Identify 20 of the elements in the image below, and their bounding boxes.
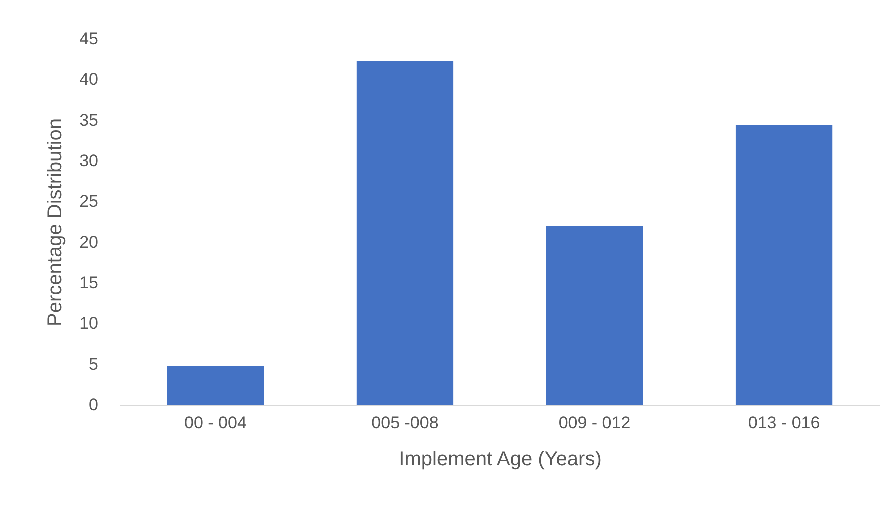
x-tick-label: 005 -008 [372,414,439,432]
bar [167,366,264,405]
y-tick-label: 15 [80,274,98,292]
y-tick-label: 25 [80,192,98,212]
y-tick-label: 10 [80,314,98,334]
y-tick-label: 45 [80,30,98,48]
x-tick-label: 009 - 012 [558,414,631,432]
bar [356,60,454,405]
x-tick-label: 00 - 004 [184,414,247,432]
y-tick-label: 20 [80,232,98,252]
y-axis-title: Percentage Distribution [44,118,67,326]
y-tick-label: 35 [80,110,98,130]
bar [736,125,833,405]
bar [546,226,644,405]
y-tick-label: 40 [80,70,98,90]
x-tick-label: 013 - 016 [748,414,820,432]
x-axis-title: Implement Age (Years) [399,448,602,470]
y-tick-label: 30 [80,152,98,170]
y-tick-label: 0 [89,396,98,414]
y-tick-label: 5 [89,354,98,374]
